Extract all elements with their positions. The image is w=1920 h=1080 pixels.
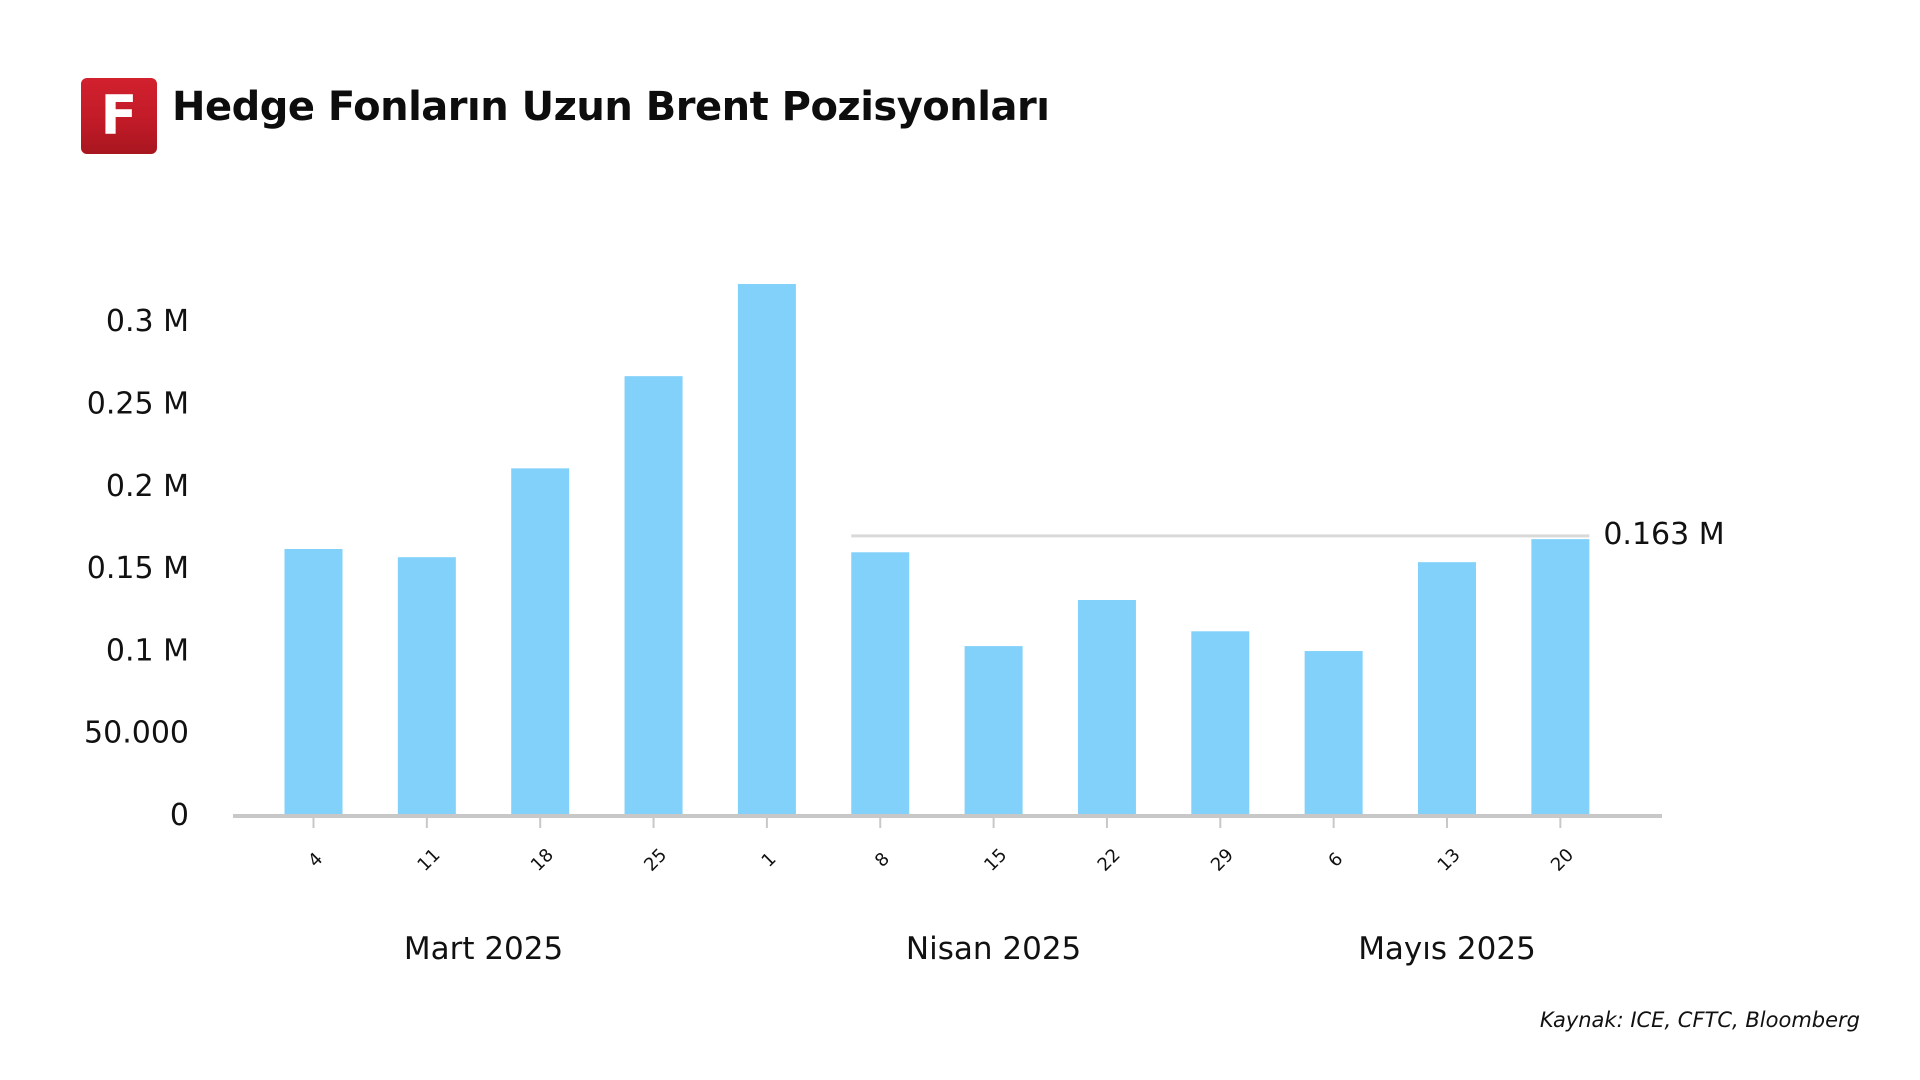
bar [1077, 600, 1136, 814]
x-tick-label: 18 [527, 845, 558, 876]
source-note: Kaynak: ICE, CFTC, Bloomberg [1539, 1008, 1860, 1032]
bar [284, 548, 343, 814]
month-group-label: Nisan 2025 [906, 931, 1081, 967]
bar [397, 557, 456, 814]
y-tick-label: 50.000 [84, 716, 189, 751]
bar [737, 283, 796, 814]
x-tick-label: 13 [1434, 845, 1465, 876]
bar [1191, 631, 1250, 814]
x-tick-label: 11 [413, 845, 444, 876]
x-tick-label: 29 [1207, 845, 1238, 876]
bar [1531, 539, 1590, 814]
x-tick-label: 20 [1547, 845, 1578, 876]
bar [851, 552, 910, 814]
y-tick-label: 0.1 M [106, 633, 189, 668]
x-tick-label: 4 [304, 849, 327, 872]
bar [511, 468, 570, 814]
y-tick-label: 0.25 M [87, 387, 189, 422]
bar [1304, 651, 1363, 814]
chart-title: Hedge Fonların Uzun Brent Pozisyonları [172, 84, 1050, 130]
y-tick-label: 0 [170, 798, 189, 833]
y-tick-label: 0.3 M [106, 304, 189, 339]
y-tick-label: 0.2 M [106, 469, 189, 504]
reference-label: 0.163 M [1603, 517, 1724, 552]
x-tick-label: 8 [871, 849, 894, 872]
bar [1418, 562, 1476, 814]
x-tick-label: 25 [640, 845, 671, 876]
y-tick-label: 0.15 M [87, 551, 189, 586]
x-tick-label: 1 [758, 849, 781, 872]
month-group-label: Mayıs 2025 [1358, 931, 1536, 967]
bar [624, 376, 683, 814]
logo-letter: F [100, 84, 138, 147]
x-tick-label: 15 [980, 845, 1011, 876]
bar [964, 646, 1023, 814]
brand-logo: F [81, 78, 157, 154]
x-tick-label: 6 [1324, 849, 1347, 872]
x-tick-label: 22 [1094, 845, 1125, 876]
month-group-label: Mart 2025 [404, 931, 563, 967]
